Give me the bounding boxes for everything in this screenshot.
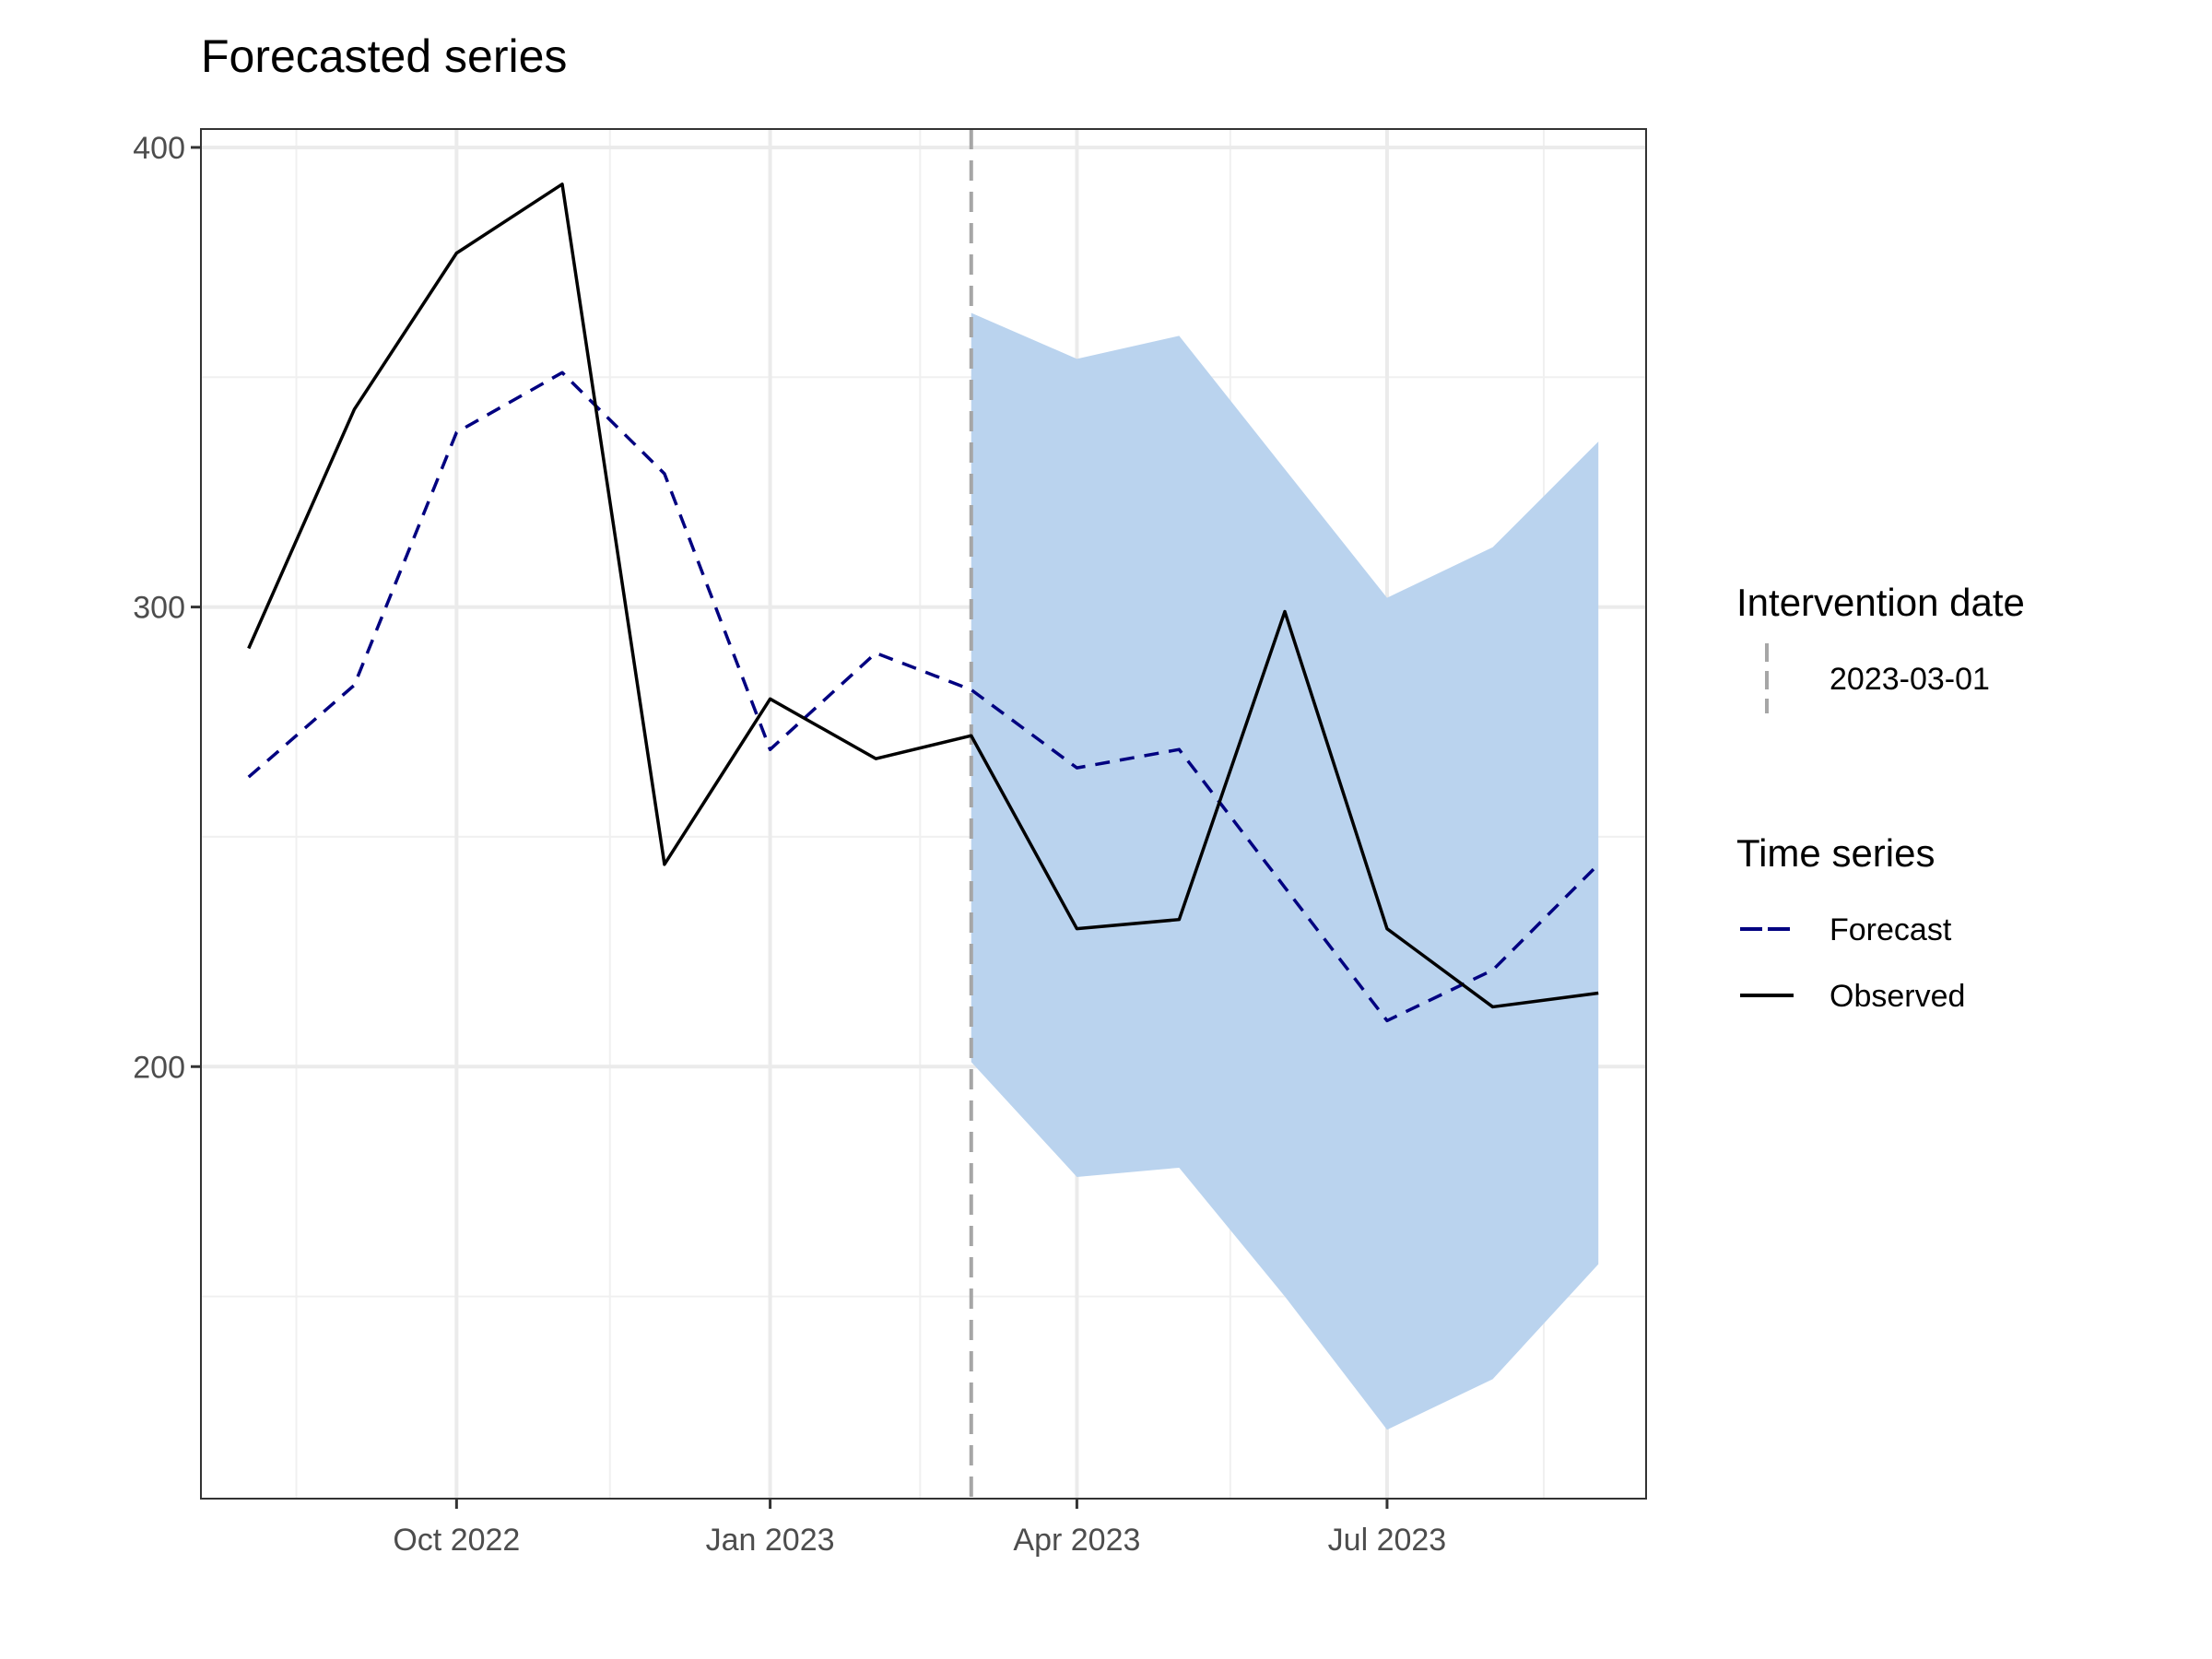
legend-label: 2023-03-01 — [1830, 662, 1990, 697]
x-tick-label: Jan 2023 — [706, 1523, 835, 1558]
y-axis: 200 300 400 — [133, 131, 201, 1085]
legend-label: Observed — [1830, 979, 1965, 1014]
x-tick-label: Jul 2023 — [1328, 1523, 1447, 1558]
panel-border — [200, 128, 1647, 1500]
plot-area — [200, 128, 1647, 1500]
x-tick-label: Oct 2022 — [393, 1523, 520, 1558]
y-tick-label: 400 — [133, 131, 185, 166]
prediction-interval-band — [971, 312, 1599, 1430]
x-axis: Oct 2022 Jan 2023 Apr 2023 Jul 2023 — [393, 1499, 1446, 1558]
series-line-observed — [247, 182, 1599, 1009]
legend-title: Time series — [1736, 831, 1935, 875]
legend-title: Intervention date — [1736, 581, 2025, 624]
x-tick-label: Apr 2023 — [1013, 1523, 1140, 1558]
y-tick-label: 200 — [133, 1050, 185, 1085]
chart-title: Forecasted series — [201, 30, 567, 82]
legend-label: Forecast — [1830, 912, 1952, 947]
series-line-forecast — [247, 371, 1600, 1023]
legend: Intervention date 2023-03-01 Time series Fo… — [1736, 581, 2025, 1014]
y-tick-label: 300 — [133, 591, 185, 626]
